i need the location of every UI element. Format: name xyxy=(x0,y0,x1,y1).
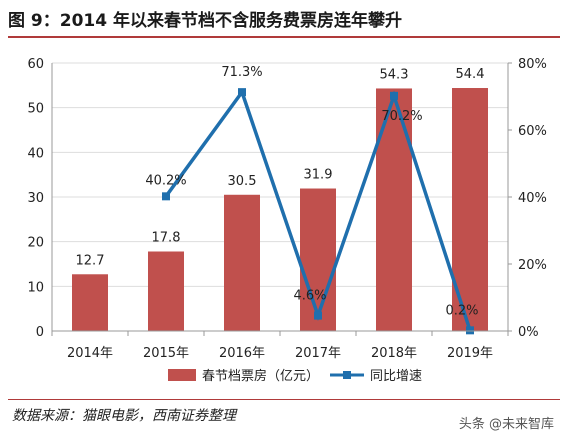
legend: 春节档票房（亿元） 同比增速 xyxy=(168,368,422,384)
line-value-label: 70.2% xyxy=(381,109,422,124)
chart-title: 图 9：2014 年以来春节档不含服务费票房连年攀升 xyxy=(8,11,402,31)
line-point xyxy=(466,326,474,335)
x-tick-label: 2016年 xyxy=(219,346,265,361)
x-tick-label: 2019年 xyxy=(447,346,493,361)
x-tick-label: 2018年 xyxy=(371,346,417,361)
x-tick-label: 2015年 xyxy=(143,346,189,361)
legend-swatch-marker xyxy=(343,371,351,379)
y-tick-label: 20 xyxy=(27,236,44,251)
axes: 0 10 20 30 40 50 60 0% 20% 40% 60% 80% 2014年 2015年 201… xyxy=(27,57,546,361)
legend-label: 春节档票房（亿元） xyxy=(202,368,319,384)
line-labels: 40.2% 71.3% 4.6% 70.2% 0.2% xyxy=(145,65,478,318)
bar xyxy=(300,188,336,331)
y-tick-label: 50 xyxy=(27,102,44,117)
source-note: 数据来源：猫眼电影，西南证券整理 xyxy=(12,408,236,424)
bar-value-label: 12.7 xyxy=(76,253,105,268)
y2-tick-label: 20% xyxy=(518,258,547,273)
line-point xyxy=(162,192,170,201)
line-point xyxy=(314,311,322,320)
line-value-label: 4.6% xyxy=(293,289,326,304)
line-series xyxy=(162,88,474,335)
bar xyxy=(224,194,260,331)
source-divider xyxy=(8,399,560,400)
line-value-label: 40.2% xyxy=(145,173,186,188)
bar-value-label: 30.5 xyxy=(228,174,257,189)
bar-labels: 12.7 17.8 30.5 31.9 54.3 54.4 xyxy=(76,67,485,268)
y-tick-label: 60 xyxy=(27,57,44,72)
chart: 12.7 17.8 30.5 31.9 54.3 54.4 40.2% 71.3% 4.6% 7… xyxy=(27,57,546,384)
bar-value-label: 17.8 xyxy=(152,230,181,245)
gridlines xyxy=(52,62,508,332)
y-tick-label: 30 xyxy=(27,191,44,206)
line-point xyxy=(238,88,246,97)
x-tick-label: 2014年 xyxy=(67,346,113,361)
line-value-label: 71.3% xyxy=(221,65,262,80)
bar xyxy=(148,251,184,331)
y-tick-label: 0 xyxy=(36,325,44,340)
bar xyxy=(376,88,412,332)
bar-series xyxy=(72,88,488,332)
y2-tick-label: 40% xyxy=(518,191,547,206)
title-divider xyxy=(8,36,560,38)
bar-value-label: 54.4 xyxy=(456,67,485,82)
legend-swatch-bar xyxy=(168,369,196,381)
y-tick-label: 40 xyxy=(27,146,44,161)
y2-tick-label: 0% xyxy=(518,325,539,340)
x-tick-label: 2017年 xyxy=(295,346,341,361)
y-tick-label: 10 xyxy=(27,280,44,295)
y2-tick-label: 80% xyxy=(518,57,547,72)
line-point xyxy=(390,91,398,100)
bar-value-label: 54.3 xyxy=(380,67,409,82)
line-value-label: 0.2% xyxy=(445,303,478,318)
y2-tick-label: 60% xyxy=(518,124,547,139)
legend-label: 同比增速 xyxy=(370,369,422,384)
watermark: 头条 @未来智库 xyxy=(454,412,558,433)
bar xyxy=(72,274,108,331)
bar-value-label: 31.9 xyxy=(304,168,333,183)
